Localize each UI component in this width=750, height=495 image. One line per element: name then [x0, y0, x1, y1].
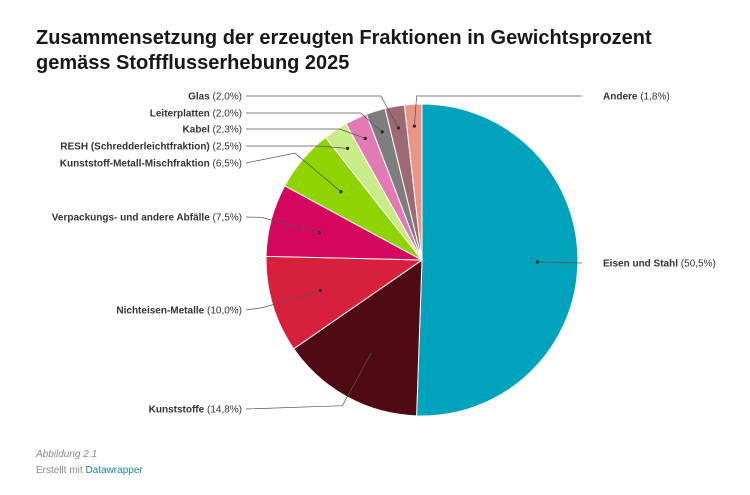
label-value-resh-schredderleichtfraktion: (2,5%) [213, 142, 242, 153]
label-value-kabel: (2,3%) [213, 125, 242, 136]
label-kunststoff-metall-mischfraktion: Kunststoff-Metall-Mischfraktion (6,5%) [60, 159, 242, 170]
label-verpackungs-und-andere-abfälle: Verpackungs- und andere Abfälle (7,5%) [52, 213, 242, 224]
label-value-glas: (2,0%) [213, 92, 242, 103]
leader-line-eisen-und-stahl [537, 261, 583, 264]
leader-line-kunststoffe [245, 352, 372, 410]
leader-line-glas [246, 95, 399, 129]
leader-line-leiterplatten [246, 112, 383, 133]
label-kunststoffe: Kunststoffe (14,8%) [149, 405, 242, 416]
label-name-resh-schredderleichtfraktion: RESH (Schredderleichtfraktion) [60, 142, 212, 153]
label-resh-schredderleichtfraktion: RESH (Schredderleichtfraktion) (2,5%) [60, 142, 242, 153]
label-nichteisen-metalle: Nichteisen-Metalle (10,0%) [116, 306, 242, 317]
leader-line-kunststoff-metall-mischfraktion [245, 152, 342, 192]
leader-line-andere [414, 95, 582, 127]
slice-andere[interactable] [403, 103, 423, 261]
label-name-leiterplatten: Leiterplatten [150, 109, 213, 120]
label-name-verpackungs-und-andere-abfälle: Verpackungs- und andere Abfälle [52, 213, 213, 224]
label-andere: Andere (1,8%) [603, 92, 670, 103]
label-value-nichteisen-metalle: (10,0%) [207, 306, 242, 317]
label-glas: Glas (2,0%) [188, 92, 242, 103]
slice-labels: Eisen und Stahl (50,5%) Kunststoffe (14,8… [52, 92, 716, 416]
credit-line: Erstellt mit Datawrapper [36, 465, 143, 476]
leader-dot-glas [396, 126, 401, 130]
label-name-kunststoffe: Kunststoffe [149, 405, 207, 416]
figure-caption: Abbildung 2.1 [36, 449, 98, 460]
credit-link[interactable]: Datawrapper [85, 465, 143, 476]
label-value-verpackungs-und-andere-abfälle: (7,5%) [213, 213, 242, 224]
leader-lines [245, 95, 583, 410]
label-name-kunststoff-metall-mischfraktion: Kunststoff-Metall-Mischfraktion [60, 159, 213, 170]
slice-eisen-und-stahl[interactable] [416, 103, 579, 417]
label-value-leiterplatten: (2,0%) [213, 109, 242, 120]
label-leiterplatten: Leiterplatten (2,0%) [150, 109, 242, 120]
label-name-kabel: Kabel [183, 125, 213, 136]
leader-line-nichteisen-metalle [245, 290, 321, 311]
label-name-glas: Glas [188, 92, 212, 103]
label-eisen-und-stahl: Eisen und Stahl (50,5%) [603, 259, 716, 270]
label-value-andere: (1,8%) [640, 92, 669, 103]
label-name-nichteisen-metalle: Nichteisen-Metalle [116, 306, 207, 317]
leader-line-kabel [246, 128, 366, 139]
label-value-kunststoff-metall-mischfraktion: (6,5%) [213, 159, 242, 170]
credit-prefix: Erstellt mit [36, 465, 83, 476]
leader-line-verpackungs-und-andere-abfälle [245, 216, 320, 234]
label-value-eisen-und-stahl: (50,5%) [681, 259, 716, 270]
label-kabel: Kabel (2,3%) [183, 125, 242, 136]
chart-title: Zusammensetzung der erzeugten Fraktionen… [36, 27, 652, 74]
label-name-andere: Andere [603, 92, 640, 103]
label-name-eisen-und-stahl: Eisen und Stahl [603, 259, 681, 270]
pie-chart: Eisen und Stahl (50,5%) Kunststoffe (14,8… [52, 92, 716, 417]
pie-slices [265, 103, 579, 417]
label-value-kunststoffe: (14,8%) [207, 405, 242, 416]
leader-line-resh-schredderleichtfraktion [246, 145, 348, 149]
